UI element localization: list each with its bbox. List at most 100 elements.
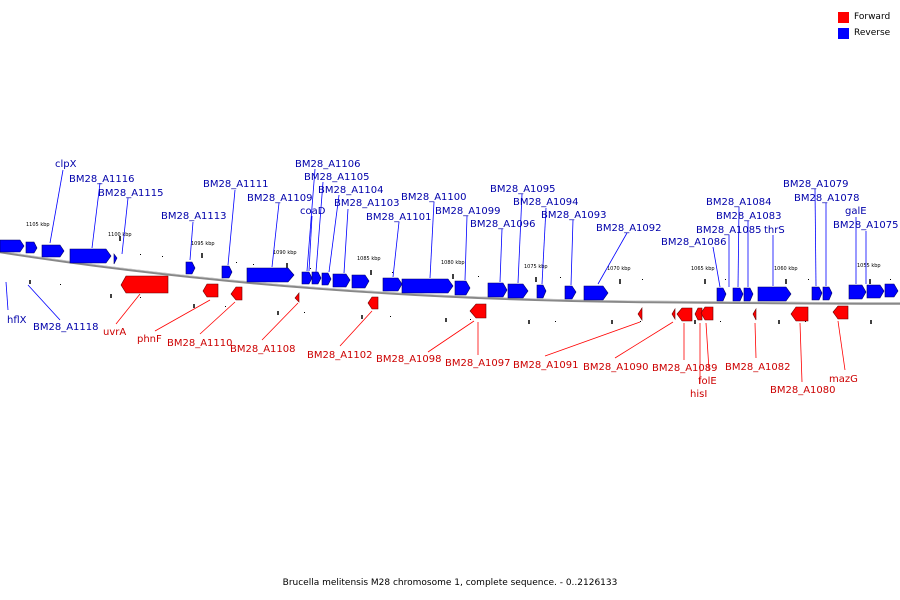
gene-label-bm28-a1078: BM28_A1078 (794, 193, 860, 204)
gene-arrow-reverse (716, 287, 727, 302)
gene-arrow-reverse (822, 286, 833, 301)
gene-label-bm28-a1118: BM28_A1118 (33, 322, 99, 333)
kbp-label: 1085 kbp (357, 256, 381, 262)
gene-arrow-reverse (583, 285, 609, 301)
gene-arrow-reverse (41, 244, 65, 258)
gene-arrow-reverse (382, 277, 403, 292)
gene-arrow-reverse (732, 287, 744, 302)
forward-gene-labels: uvrA phnF BM28_A1110 BM28_A1108 BM28_A11… (103, 327, 858, 400)
kbp-label: 1065 kbp (691, 266, 715, 272)
gene-arrow-reverse (321, 272, 332, 286)
gene-arrow-reverse (884, 283, 899, 298)
gene-arrow-forward (367, 296, 379, 310)
gene-arrow-reverse (332, 273, 351, 288)
gene-label-bm28-a1086: BM28_A1086 (661, 237, 727, 248)
gene-arrow-reverse (487, 282, 508, 298)
legend-label-reverse: Reverse (854, 28, 891, 38)
gene-label-coaD: coaD (300, 206, 326, 217)
scale-ticks (29, 236, 872, 324)
gene-label-bm28-a1101: BM28_A1101 (366, 212, 432, 223)
gene-label-galE: galE (845, 206, 867, 217)
gene-label-bm28-a1110: BM28_A1110 (167, 338, 233, 349)
gene-label-bm28-a1084: BM28_A1084 (706, 197, 772, 208)
gene-arrow-reverse (848, 284, 867, 300)
gene-arrow-forward (637, 307, 643, 321)
gene-label-bm28-a1092: BM28_A1092 (596, 223, 662, 234)
gene-arrow-forward (790, 306, 809, 322)
legend-item-forward: Forward (838, 9, 890, 25)
legend-label-forward: Forward (854, 12, 891, 22)
legend-item-reverse: Reverse (838, 25, 890, 41)
kbp-labels: 1105 kbp 1100 kbp 1095 kbp 1090 kbp 1085… (26, 222, 881, 272)
gene-arrow-reverse (246, 267, 295, 283)
reverse-swatch (838, 27, 849, 39)
gene-arrow-forward (700, 306, 714, 321)
kbp-label: 1075 kbp (524, 264, 548, 270)
gene-arrow-reverse (113, 253, 118, 265)
gene-arrow-reverse (564, 285, 577, 300)
gene-label-hflX: hflX (7, 315, 27, 326)
gene-label-bm28-a1094: BM28_A1094 (513, 197, 579, 208)
kbp-label: 1100 kbp (108, 232, 132, 238)
gene-arrow-reverse (69, 248, 112, 264)
legend: Forward Reverse (838, 9, 890, 41)
gene-label-bm28-a1095: BM28_A1095 (490, 184, 556, 195)
gene-label-bm28-a1115: BM28_A1115 (98, 188, 164, 199)
gene-label-bm28-a1109: BM28_A1109 (247, 193, 313, 204)
kbp-label: 1105 kbp (26, 222, 50, 228)
kbp-label: 1080 kbp (441, 260, 465, 266)
forward-genes (120, 275, 849, 322)
gene-arrow-reverse (757, 286, 792, 302)
gene-label-bm28-a1108: BM28_A1108 (230, 344, 296, 355)
gene-label-bm28-a1090: BM28_A1090 (583, 362, 649, 373)
map-caption: Brucella melitensis M28 chromosome 1, co… (282, 578, 618, 588)
reverse-genes (0, 239, 899, 302)
gene-arrow-reverse (25, 241, 38, 254)
gene-label-bm28-a1097: BM28_A1097 (445, 358, 511, 369)
gene-label-mazG: mazG (829, 374, 858, 385)
gene-label-bm28-a1093: BM28_A1093 (541, 210, 607, 221)
gene-arrow-forward (832, 305, 849, 320)
track-dots (60, 254, 891, 322)
gene-arrow-reverse (454, 280, 471, 296)
gene-label-bm28-a1104: BM28_A1104 (318, 185, 384, 196)
kbp-label: 1055 kbp (857, 263, 881, 269)
reverse-leaders (5, 168, 867, 321)
gene-arrow-forward (676, 307, 693, 322)
kbp-label: 1060 kbp (774, 266, 798, 272)
gene-label-folE: folE (698, 376, 717, 387)
gene-arrow-forward (120, 275, 169, 294)
gene-arrow-reverse (743, 287, 754, 302)
gene-label-bm28-a1100: BM28_A1100 (401, 192, 467, 203)
gene-label-bm28-a1091: BM28_A1091 (513, 360, 579, 371)
gene-arrow-reverse (301, 271, 313, 285)
gene-label-bm28-a1082: BM28_A1082 (725, 362, 791, 373)
gene-arrow-reverse (351, 274, 370, 289)
gene-arrow-reverse (811, 286, 823, 301)
gene-arrow-reverse (866, 284, 885, 299)
gene-label-bm28-a1096: BM28_A1096 (470, 219, 536, 230)
reverse-gene-labels: clpX BM28_A1116 BM28_A1115 BM28_A1113 BM… (7, 159, 899, 333)
gene-label-thrS: thrS (764, 225, 785, 236)
gene-arrow-forward (230, 286, 243, 301)
gene-label-clpX: clpX (55, 159, 77, 170)
kbp-label: 1095 kbp (191, 241, 215, 247)
gene-label-phnF: phnF (137, 334, 162, 345)
gene-label-hisI: hisI (690, 389, 707, 400)
gene-arrow-forward (202, 283, 219, 298)
gene-label-bm28-a1083: BM28_A1083 (716, 211, 782, 222)
gene-arrow-forward (294, 292, 300, 303)
gene-label-bm28-a1085: BM28_A1085 (696, 225, 762, 236)
gene-arrow-reverse (536, 284, 547, 299)
gene-arrow-reverse (507, 283, 529, 299)
gene-arrow-forward (469, 303, 487, 319)
gene-arrow-forward (752, 307, 757, 321)
gene-arrow-forward (671, 307, 676, 321)
gene-label-bm28-a1116: BM28_A1116 (69, 174, 135, 185)
gene-arrow-forward (694, 307, 703, 321)
chromosome-backbone (0, 250, 900, 305)
gene-label-bm28-a1105: BM28_A1105 (304, 172, 370, 183)
kbp-label: 1090 kbp (273, 250, 297, 256)
gene-arrow-reverse (401, 278, 454, 294)
